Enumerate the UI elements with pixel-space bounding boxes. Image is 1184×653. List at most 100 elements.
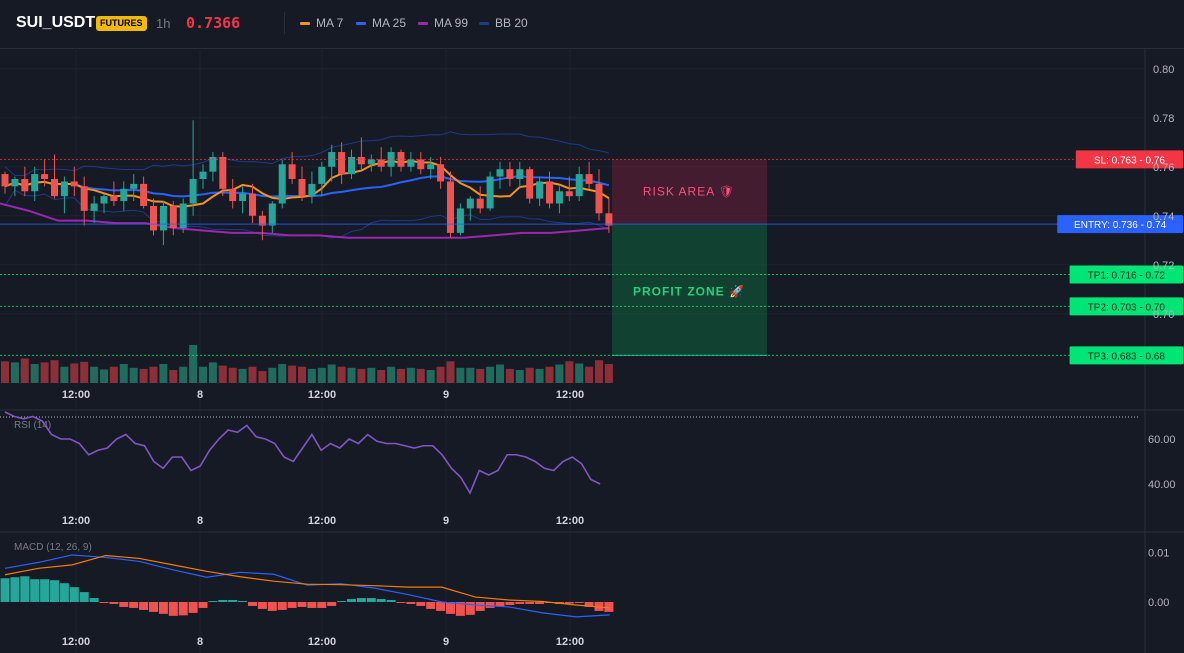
macd-histogram-bar: [89, 598, 99, 602]
volume-bar: [298, 366, 306, 383]
candle-body: [90, 203, 98, 211]
volume-bar: [337, 366, 346, 383]
volume-bar: [426, 369, 435, 383]
candle-body: [407, 159, 415, 167]
candle-body: [70, 181, 78, 187]
candle-body: [357, 156, 365, 165]
timeframe-label[interactable]: 1h: [156, 16, 171, 31]
candle-body: [249, 193, 256, 216]
volume-bar: [218, 365, 227, 383]
candle-body: [506, 169, 514, 179]
level-tag: [1069, 346, 1183, 365]
legend-bb20[interactable]: BB 20: [479, 16, 528, 30]
candle-body: [1, 174, 9, 187]
macd-histogram-bar: [366, 598, 376, 602]
macd-histogram-bar: [347, 599, 356, 602]
volume-bar: [446, 361, 455, 383]
candle-body: [268, 203, 276, 226]
macd-histogram-bar: [604, 602, 614, 612]
level-tag: [1069, 265, 1183, 284]
macd-histogram-bar: [436, 602, 446, 611]
candle-body: [387, 152, 395, 167]
rsi-axis-label: 60.00: [1148, 434, 1176, 446]
time-axis-label: 12:00: [556, 515, 584, 527]
volume-bar: [575, 363, 584, 383]
macd-histogram-bar: [317, 602, 327, 608]
price-axis-label: 0.74: [1153, 211, 1174, 223]
volume-bar: [179, 366, 188, 383]
macd-histogram-bar: [376, 599, 386, 602]
volume-bar: [535, 368, 544, 383]
legend-ma7[interactable]: MA 7: [300, 16, 343, 30]
macd-histogram-bar: [416, 602, 426, 606]
volume-bar: [476, 368, 485, 383]
time-axis-label: 9: [443, 515, 449, 527]
macd-histogram-bar: [10, 577, 20, 602]
volume-bar: [288, 365, 297, 383]
candle-body: [308, 183, 316, 197]
ma7-label: MA 7: [316, 16, 344, 30]
candle-body: [150, 205, 157, 231]
volume-bar: [139, 368, 148, 383]
candle-body: [546, 181, 553, 204]
candle-body: [377, 159, 385, 167]
ma99-line: [0, 202, 610, 239]
level-tag-text: ENTRY: 0.736 - 0.74: [1074, 220, 1167, 231]
volume-bar: [169, 369, 178, 383]
candle-body: [41, 174, 49, 179]
candle-body: [456, 208, 464, 233]
volume-bar: [268, 367, 277, 383]
volume-bar: [377, 369, 386, 383]
volume-bar: [604, 364, 613, 383]
macd-histogram-bar: [218, 600, 228, 602]
macd-histogram-bar: [158, 602, 168, 614]
macd-histogram-bar: [515, 602, 525, 604]
ma7-swatch: [300, 21, 310, 25]
candle-body: [298, 179, 306, 197]
volume-bar: [238, 368, 247, 383]
macd-histogram-bar: [198, 602, 208, 608]
candle-body: [526, 169, 534, 199]
symbol-label[interactable]: SUI_USDT: [16, 14, 96, 31]
volume-bar: [129, 367, 138, 383]
volume-bar: [278, 364, 287, 383]
legend-ma99[interactable]: MA 99: [418, 16, 468, 30]
macd-histogram-bar: [535, 602, 545, 604]
macd-histogram-bar: [267, 602, 277, 611]
volume-bar: [505, 368, 514, 383]
bb20-swatch: [479, 21, 489, 25]
macd-histogram-bar: [139, 602, 149, 610]
candle-body: [258, 215, 266, 226]
volume-bar: [585, 366, 594, 383]
volume-bar: [109, 366, 118, 383]
candle-body: [466, 198, 474, 209]
price-axis-label: 0.70: [1153, 309, 1174, 321]
macd-histogram-bar: [574, 602, 584, 603]
candle-body: [555, 191, 563, 204]
volume-bar: [189, 345, 198, 383]
macd-histogram-bar: [248, 602, 257, 606]
macd-histogram-bar: [69, 587, 79, 602]
rsi-title: RSI (14): [14, 420, 51, 431]
candle-body: [120, 188, 128, 202]
level-tag-text: SL: 0.763 - 0.76: [1094, 155, 1166, 166]
level-tag-text: TP1: 0.716 - 0.72: [1088, 271, 1166, 282]
candle-body: [159, 205, 167, 231]
candle-body: [536, 181, 544, 199]
macd-histogram-bar: [277, 602, 287, 610]
candle-body: [229, 188, 237, 202]
macd-title: MACD (12, 26, 9): [14, 542, 92, 553]
volume-bar: [80, 361, 89, 383]
macd-histogram-bar: [307, 602, 317, 608]
macd-histogram-bar: [129, 602, 139, 608]
rsi-axis-label: 40.00: [1148, 479, 1176, 491]
volume-bar: [436, 366, 445, 383]
futures-badge: FUTURES: [96, 16, 147, 31]
level-tag: [1075, 150, 1183, 169]
macd-axis-label: 0.00: [1148, 597, 1169, 609]
macd-histogram-bar: [564, 602, 574, 604]
ma25-label: MA 25: [372, 16, 407, 30]
candle-body: [219, 156, 227, 189]
legend-ma25[interactable]: MA 25: [356, 16, 406, 30]
